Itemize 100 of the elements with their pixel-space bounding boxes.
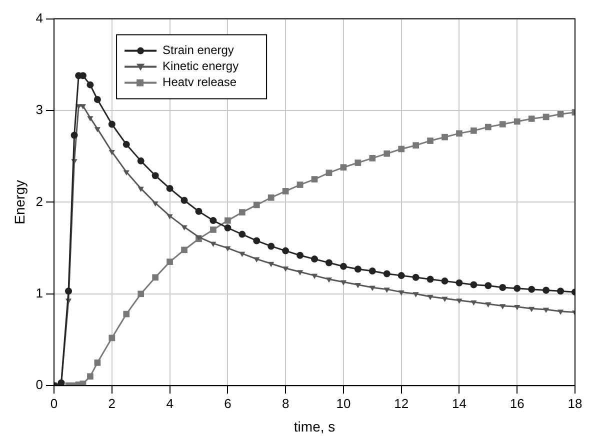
point xyxy=(87,116,94,122)
point xyxy=(282,188,289,194)
x-tick-label: 16 xyxy=(510,396,524,411)
x-tick-label: 2 xyxy=(108,396,116,411)
point xyxy=(108,120,116,128)
point xyxy=(470,281,478,288)
point xyxy=(441,278,448,285)
point xyxy=(152,172,159,180)
point xyxy=(412,274,420,281)
point xyxy=(254,257,260,263)
point xyxy=(122,140,130,148)
point xyxy=(442,134,448,140)
point xyxy=(210,226,216,233)
point xyxy=(354,282,361,288)
point xyxy=(80,104,86,110)
point xyxy=(282,266,289,272)
point xyxy=(311,256,318,263)
point xyxy=(70,132,78,139)
point xyxy=(210,217,217,224)
point xyxy=(180,196,188,204)
x-tick-label: 10 xyxy=(336,396,351,411)
point xyxy=(86,81,94,88)
point xyxy=(340,262,347,270)
point xyxy=(123,170,130,176)
point xyxy=(514,304,520,310)
point xyxy=(65,288,72,295)
point xyxy=(412,292,419,298)
point xyxy=(94,96,101,103)
point xyxy=(340,280,346,286)
point xyxy=(253,202,260,208)
point xyxy=(195,208,202,215)
point xyxy=(456,279,463,286)
point xyxy=(326,277,332,283)
point xyxy=(296,252,304,259)
point xyxy=(340,164,347,171)
point xyxy=(427,138,434,144)
point xyxy=(557,288,564,295)
x-tick-label: 14 xyxy=(452,396,466,411)
point xyxy=(470,300,477,306)
y-tick-label: 2 xyxy=(36,194,44,209)
y-tick-label: 0 xyxy=(36,377,44,392)
point xyxy=(369,155,376,162)
point xyxy=(354,160,362,166)
x-tick-label: 18 xyxy=(568,396,582,411)
point xyxy=(94,127,100,132)
point xyxy=(87,373,94,380)
y-tick-label: 4 xyxy=(36,10,44,26)
x-axis-title: time, s xyxy=(294,418,336,434)
point xyxy=(442,296,448,302)
point xyxy=(268,242,275,250)
point xyxy=(528,306,535,312)
point xyxy=(326,170,332,176)
point xyxy=(282,247,290,254)
point xyxy=(542,286,550,294)
point xyxy=(94,359,101,366)
point xyxy=(224,217,231,224)
point xyxy=(426,276,434,283)
point xyxy=(108,150,115,156)
point xyxy=(470,127,477,134)
point xyxy=(181,225,188,230)
point xyxy=(325,259,332,266)
point xyxy=(354,266,362,273)
x-tick-label: 6 xyxy=(224,396,232,411)
point xyxy=(557,110,564,118)
y-tick-label: 3 xyxy=(36,102,44,118)
point xyxy=(383,270,390,278)
point xyxy=(166,214,173,220)
point xyxy=(137,157,144,164)
point xyxy=(108,334,116,342)
point xyxy=(152,201,158,207)
point xyxy=(224,224,232,232)
point xyxy=(253,237,260,244)
point xyxy=(514,118,520,125)
point xyxy=(368,267,376,274)
point xyxy=(268,262,274,268)
point xyxy=(238,230,246,238)
point xyxy=(484,124,492,130)
point xyxy=(166,184,174,192)
point xyxy=(384,150,390,157)
point xyxy=(181,246,188,254)
x-tick-label: 8 xyxy=(282,396,290,411)
point xyxy=(499,284,506,291)
point xyxy=(311,176,318,182)
point xyxy=(528,116,535,122)
point xyxy=(297,270,304,276)
point xyxy=(456,130,462,137)
point xyxy=(499,121,506,128)
x-tick-label: 4 xyxy=(166,396,174,411)
point xyxy=(138,186,144,192)
point xyxy=(238,209,246,216)
point xyxy=(166,258,173,265)
point xyxy=(484,282,492,290)
point xyxy=(485,302,492,308)
legend-label: Kinetic energy xyxy=(162,59,239,74)
y-axis-title: Energy xyxy=(11,180,28,224)
point xyxy=(210,242,216,247)
point xyxy=(152,274,159,281)
point xyxy=(398,272,405,280)
point xyxy=(398,146,405,152)
point xyxy=(138,290,144,298)
